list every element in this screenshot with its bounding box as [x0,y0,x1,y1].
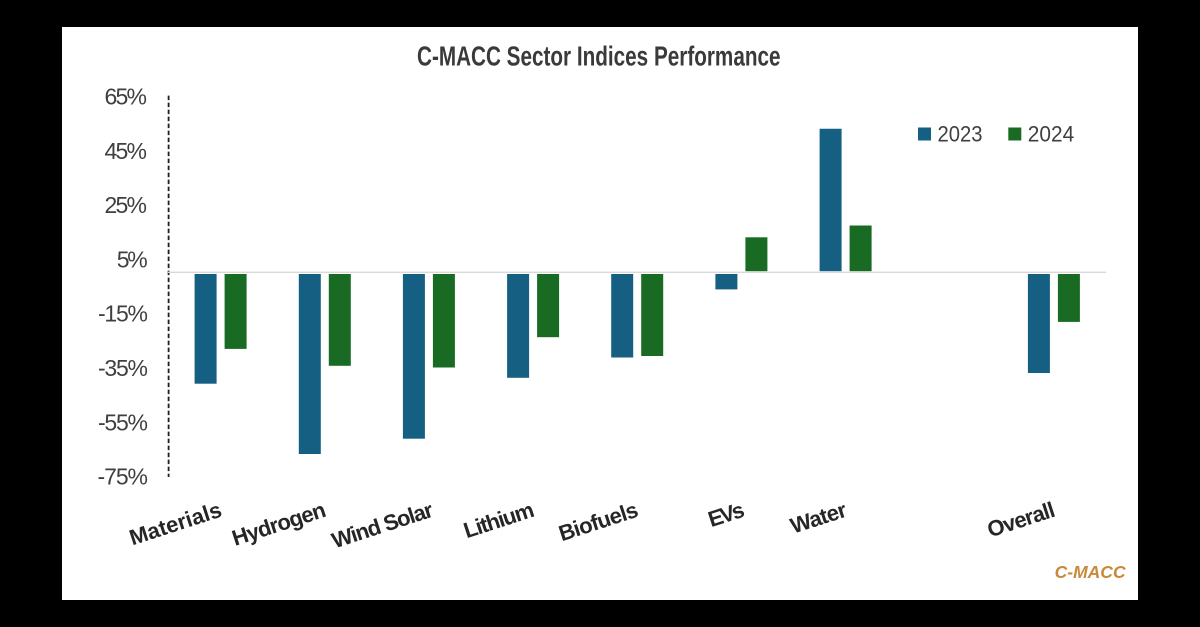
svg-text:-35%: -35% [98,355,148,381]
svg-text:25%: 25% [105,192,148,218]
svg-text:45%: 45% [105,138,148,164]
svg-text:2024: 2024 [1028,121,1074,146]
svg-text:-55%: -55% [98,409,148,435]
svg-text:65%: 65% [105,84,148,110]
svg-text:C-MACC Sector Indices Performa: C-MACC Sector Indices Performance [417,40,781,71]
svg-text:5%: 5% [117,246,148,272]
svg-text:2023: 2023 [938,121,983,146]
svg-text:C-MACC: C-MACC [1055,562,1126,582]
svg-text:-75%: -75% [98,464,149,490]
svg-text:-15%: -15% [98,301,148,327]
